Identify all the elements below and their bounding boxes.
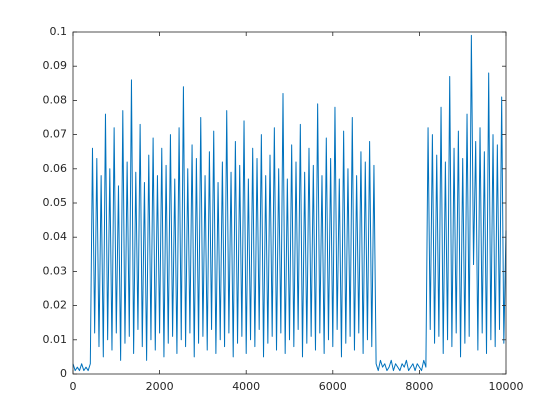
y-tick-label: 0.07: [43, 128, 68, 141]
x-tick-label: 2000: [146, 380, 174, 393]
y-tick-label: 0.08: [43, 93, 68, 106]
y-tick-label: 0.03: [43, 264, 68, 277]
x-tick-label: 4000: [232, 380, 260, 393]
y-tick-label: 0.05: [43, 196, 68, 209]
y-tick-label: 0.01: [43, 333, 68, 346]
y-tick-label: 0.04: [43, 230, 68, 243]
y-tick-label: 0.06: [43, 162, 68, 175]
y-tick-label: 0.1: [50, 25, 68, 38]
x-tick-label: 0: [70, 380, 77, 393]
y-tick-label: 0.02: [43, 299, 68, 312]
x-tick-label: 10000: [489, 380, 524, 393]
x-tick-label: 6000: [319, 380, 347, 393]
y-tick-label: 0: [60, 367, 67, 380]
data-line: [72, 34, 507, 372]
y-tick-label: 0.09: [43, 59, 68, 72]
x-tick-label: 8000: [405, 380, 433, 393]
